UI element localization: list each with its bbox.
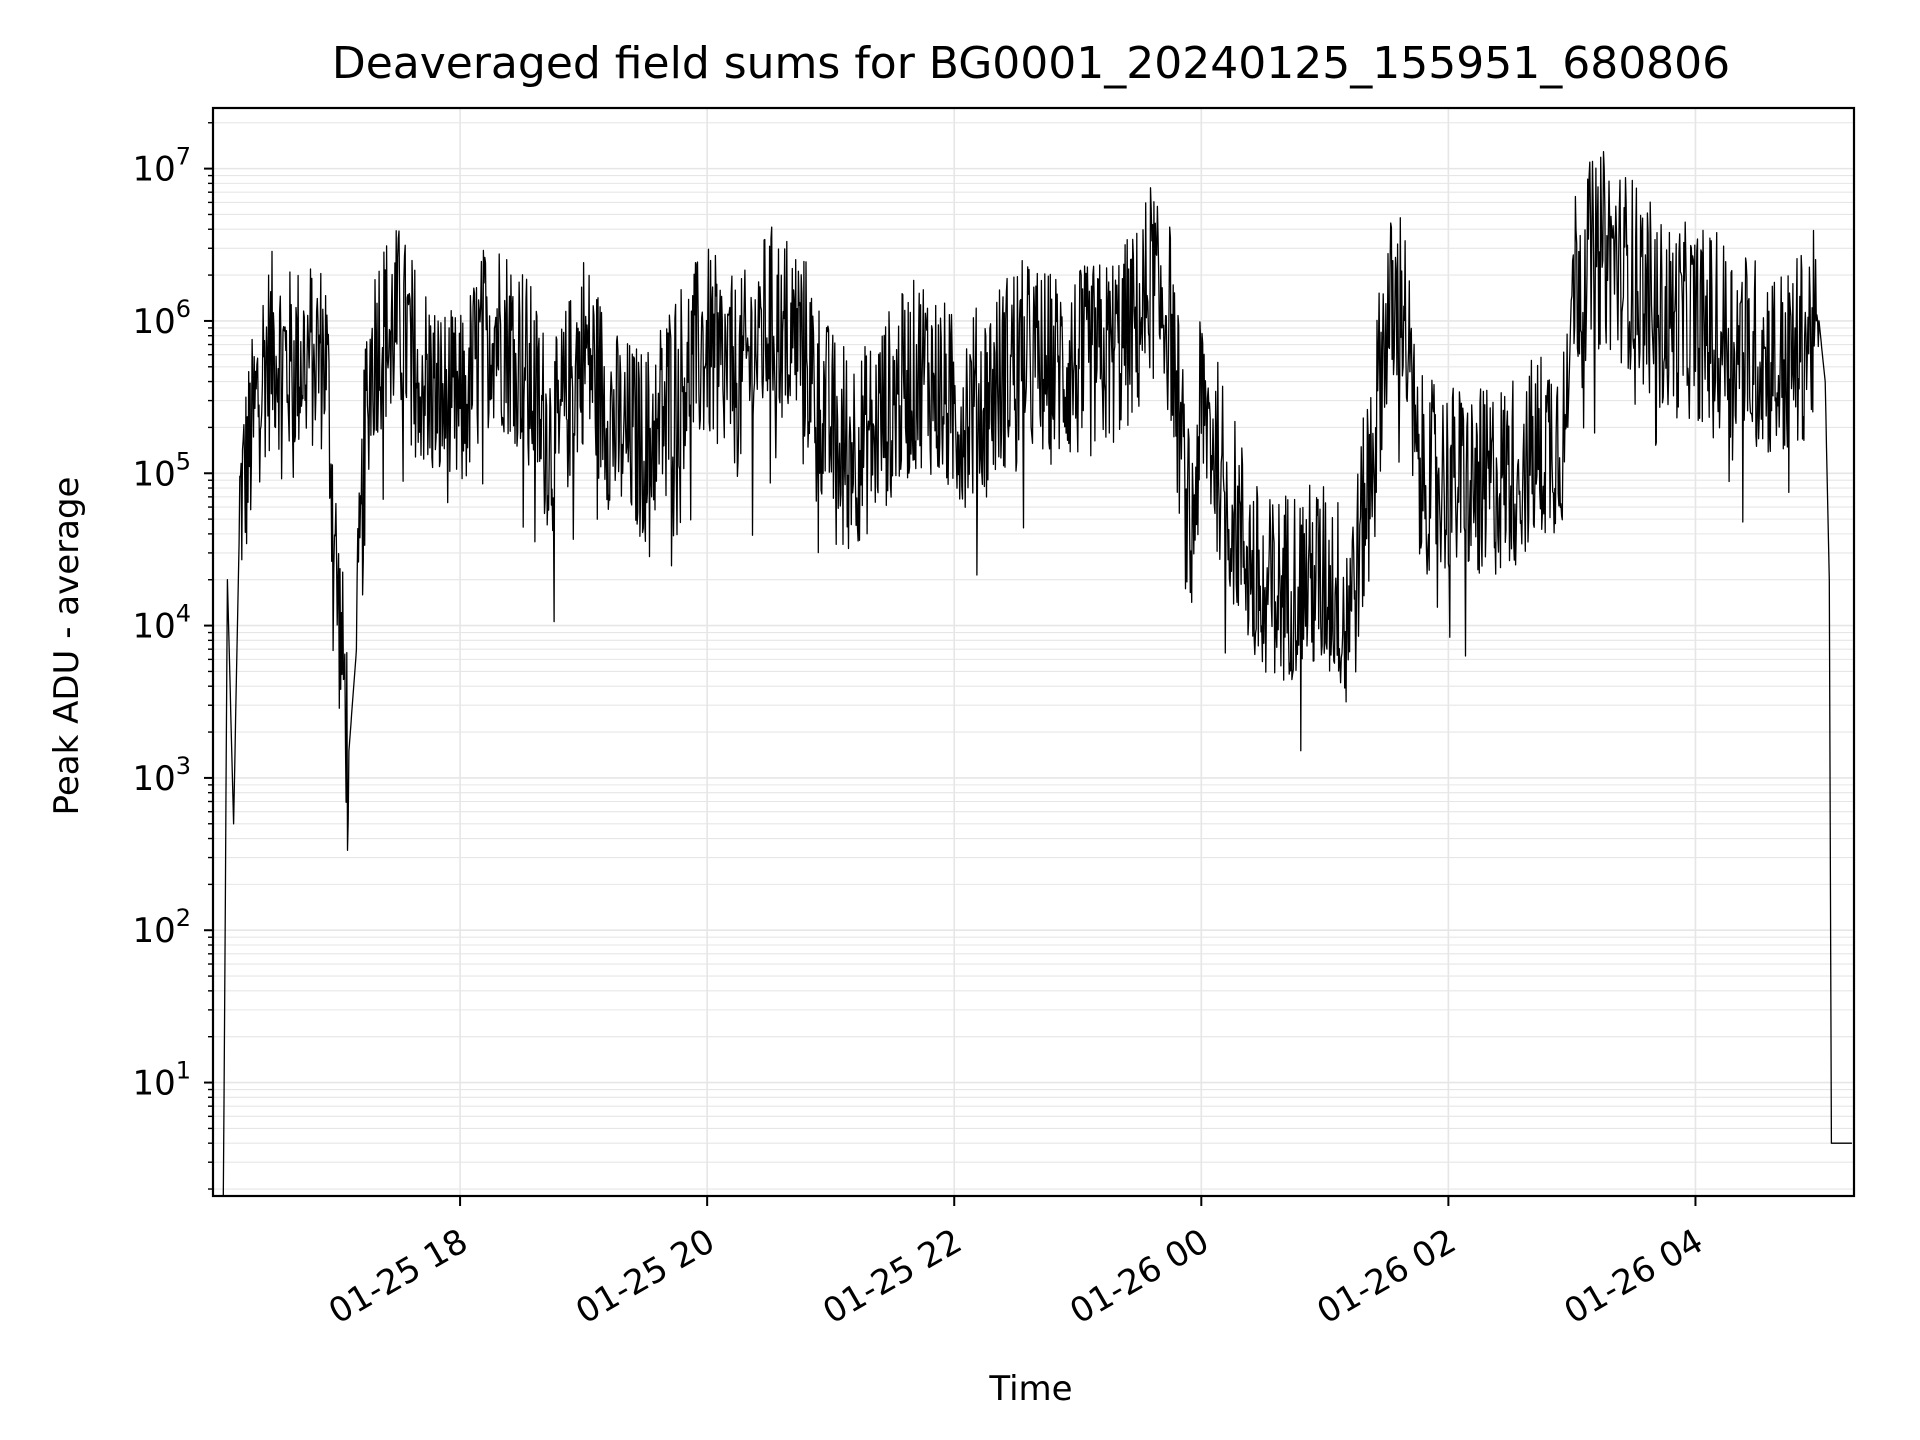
x-tick-label: 01-25 20 xyxy=(569,1221,721,1332)
y-tick-label: 102 xyxy=(132,904,191,951)
y-tick-label: 101 xyxy=(132,1057,191,1104)
x-tick-label: 01-25 22 xyxy=(816,1221,968,1332)
axes: 101 102 103 104 105 106 107 01-25 18 01-25 20 01-… xyxy=(132,122,1710,1332)
y-tick-label: 107 xyxy=(132,143,191,190)
grid xyxy=(213,108,1854,1196)
y-tick-label: 106 xyxy=(132,295,191,342)
x-tick-label: 01-26 04 xyxy=(1558,1221,1710,1332)
y-axis-label: Peak ADU - average xyxy=(47,477,87,816)
chart-title: Deaveraged field sums for BG0001_2024012… xyxy=(332,38,1730,89)
plot-frame xyxy=(211,106,1856,1198)
y-tick-label: 104 xyxy=(132,600,191,647)
series-line xyxy=(222,151,1852,1197)
y-tick-label: 103 xyxy=(132,752,191,799)
x-axis-label: Time xyxy=(988,1369,1072,1409)
y-tick-label: 105 xyxy=(132,447,191,494)
x-tick-label: 01-26 02 xyxy=(1310,1221,1462,1332)
x-tick-label: 01-26 00 xyxy=(1063,1221,1215,1332)
x-tick-label: 01-25 18 xyxy=(322,1221,474,1332)
